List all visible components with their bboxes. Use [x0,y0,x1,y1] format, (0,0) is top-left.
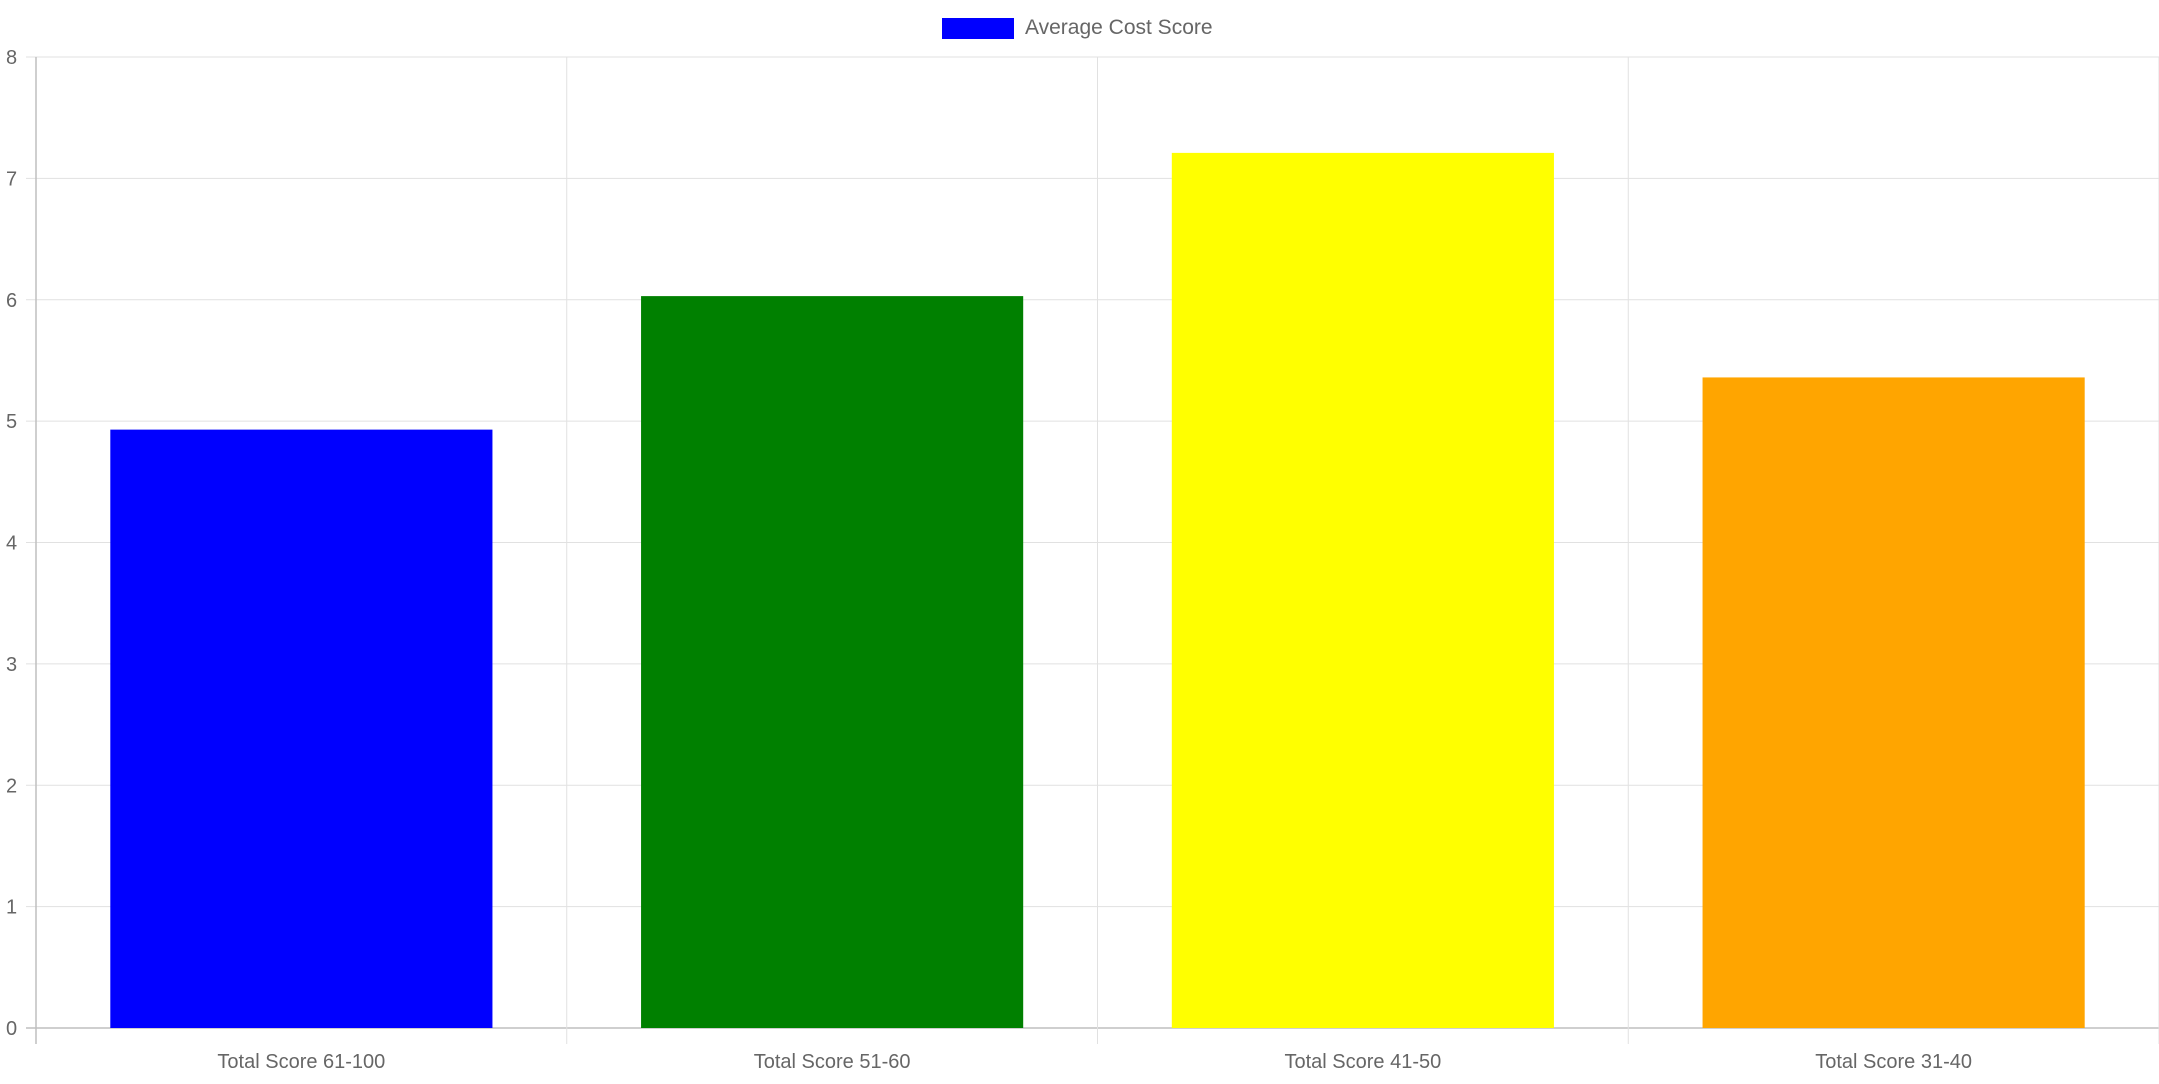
y-tick-label: 5 [6,411,17,433]
axis-layer: 0 1 2 3 4 5 6 7 8 Total Score 61-100 Total Score 5… [6,47,1972,1073]
y-tick-label: 7 [6,168,17,190]
x-tick-label: Total Score 61-100 [217,1051,385,1073]
legend-swatch[interactable] [942,18,1014,39]
bar-layer [110,152,2085,1029]
x-tick-label: Total Score 51-60 [754,1051,911,1073]
legend[interactable]: Average Cost Score [942,16,1213,39]
legend-label[interactable]: Average Cost Score [1025,16,1213,39]
y-tick-label: 4 [6,533,17,555]
y-tick-label: 0 [6,1018,17,1040]
y-tick-label: 6 [6,290,17,312]
bar[interactable] [1171,152,1554,1029]
x-tick-label: Total Score 41-50 [1284,1051,1441,1073]
y-tick-label: 3 [6,654,17,676]
bar[interactable] [110,429,493,1029]
bar[interactable] [641,296,1024,1028]
y-tick-label: 2 [6,775,17,797]
x-tick-label: Total Score 31-40 [1815,1051,1972,1073]
y-tick-label: 1 [6,897,17,919]
y-tick-label: 8 [6,47,17,69]
bar[interactable] [1702,377,2085,1028]
